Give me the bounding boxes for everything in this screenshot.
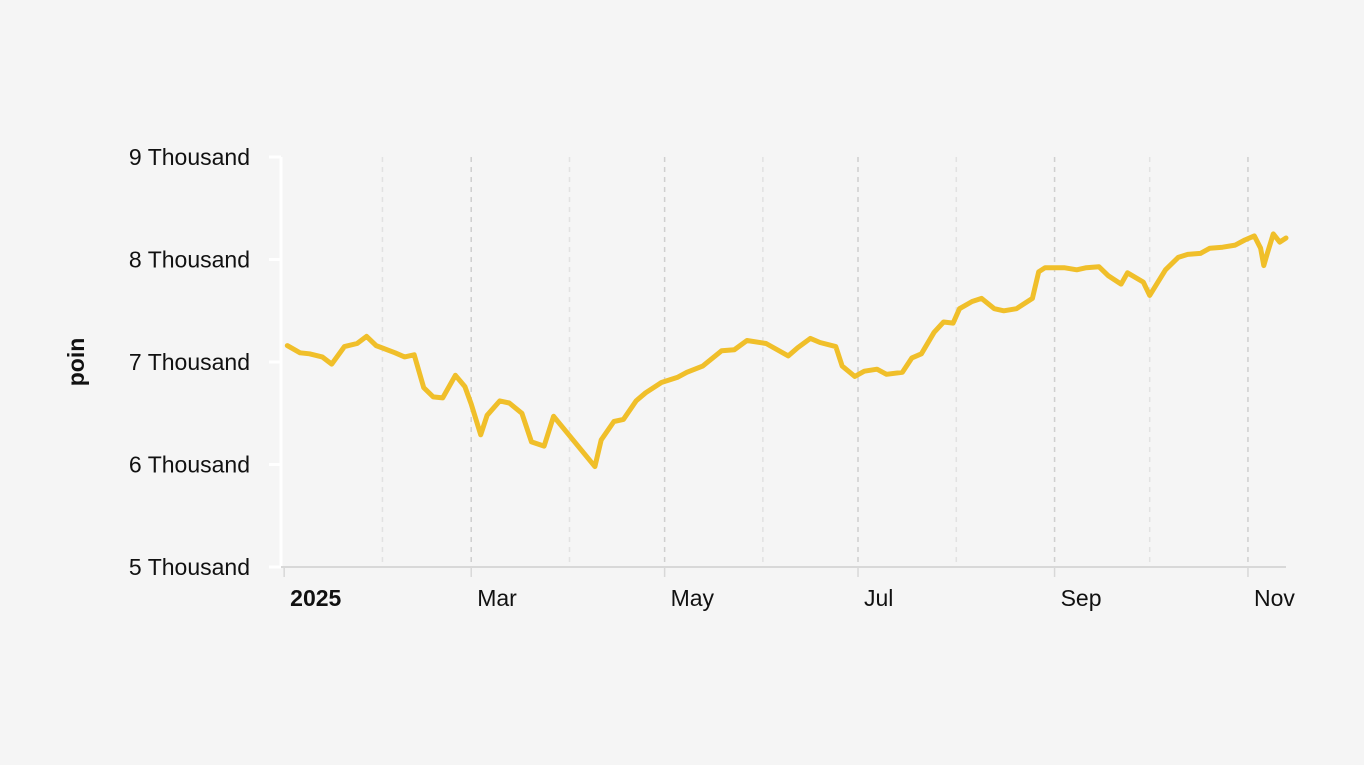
series (284, 231, 1289, 470)
axes (279, 157, 1286, 568)
y-axis-title: poin (63, 338, 89, 387)
x-tick-label: 2025 (290, 585, 341, 611)
series-line (284, 231, 1289, 470)
x-tick-label: Sep (1061, 585, 1102, 611)
y-tick-label: 7 Thousand (129, 349, 250, 375)
y-tick-label: 9 Thousand (129, 144, 250, 170)
gridlines (381, 157, 1249, 567)
x-tick-label: May (671, 585, 715, 611)
x-tick-label: Mar (477, 585, 517, 611)
y-tick-label: 5 Thousand (129, 554, 250, 580)
x-axis-ticks: 2025 Mar May Jul Sep Nov (283, 567, 1295, 611)
y-tick-label: 8 Thousand (129, 247, 250, 273)
x-tick-label: Nov (1254, 585, 1295, 611)
y-tick-label: 6 Thousand (129, 452, 250, 478)
x-tick-label: Jul (864, 585, 893, 611)
y-axis-ticks: 5 Thousand 6 Thousand 7 Thousand 8 Thousand… (129, 144, 281, 580)
